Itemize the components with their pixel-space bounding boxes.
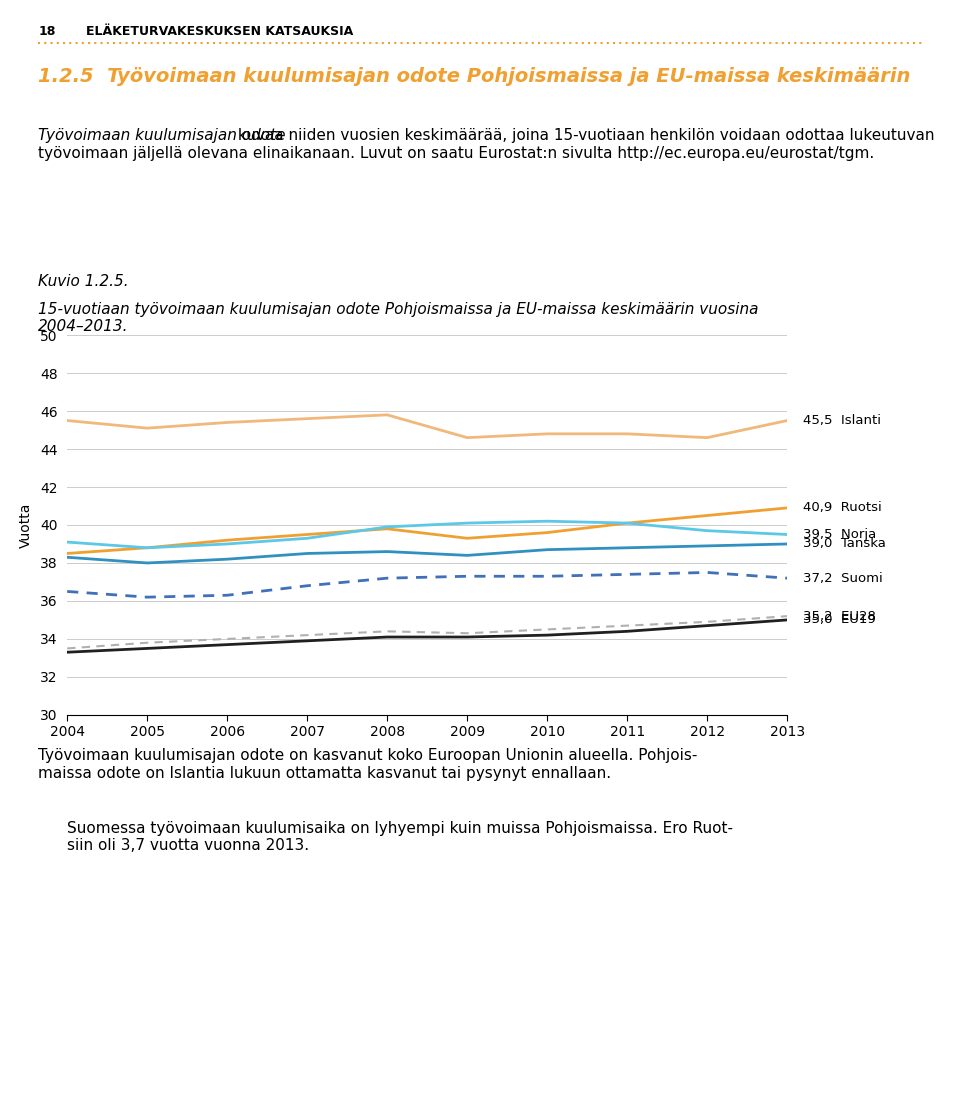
Text: 40,9  Ruotsi: 40,9 Ruotsi [804, 502, 882, 515]
Text: Työvoimaan kuulumisajan odote on kasvanut koko Euroopan Unionin alueella. Pohjoi: Työvoimaan kuulumisajan odote on kasvanu… [38, 748, 698, 781]
Text: 35,0  EU19: 35,0 EU19 [804, 613, 876, 627]
Text: 37,2  Suomi: 37,2 Suomi [804, 572, 883, 584]
Text: 15-vuotiaan työvoimaan kuulumisajan odote Pohjoismaissa ja EU-maissa keskimäärin: 15-vuotiaan työvoimaan kuulumisajan odot… [38, 302, 759, 334]
Text: 18: 18 [38, 25, 56, 38]
Text: kuvaa niiden vuosien keskimäärää, joina 15-vuotiaan henkilön voidaan odottaa luk: kuvaa niiden vuosien keskimäärää, joina … [38, 128, 935, 161]
Text: ELÄKETURVAKESKUKSEN KATSAUKSIA: ELÄKETURVAKESKUKSEN KATSAUKSIA [86, 25, 353, 38]
Text: 35,2  EU28: 35,2 EU28 [804, 610, 876, 622]
Text: 45,5  Islanti: 45,5 Islanti [804, 414, 881, 427]
Text: 1.2.5  Työvoimaan kuulumisajan odote Pohjoismaissa ja EU-maissa keskimäärin: 1.2.5 Työvoimaan kuulumisajan odote Pohj… [38, 67, 911, 86]
Y-axis label: Vuotta: Vuotta [19, 503, 33, 547]
Text: Suomessa työvoimaan kuulumisaika on lyhyempi kuin muissa Pohjoismaissa. Ero Ruot: Suomessa työvoimaan kuulumisaika on lyhy… [67, 821, 733, 853]
Text: 39,5  Norja: 39,5 Norja [804, 528, 876, 541]
Text: Kuvio 1.2.5.: Kuvio 1.2.5. [38, 274, 129, 288]
Text: Työvoimaan kuulumisajan odote: Työvoimaan kuulumisajan odote [38, 128, 286, 143]
Text: 39,0  Tanska: 39,0 Tanska [804, 537, 886, 551]
